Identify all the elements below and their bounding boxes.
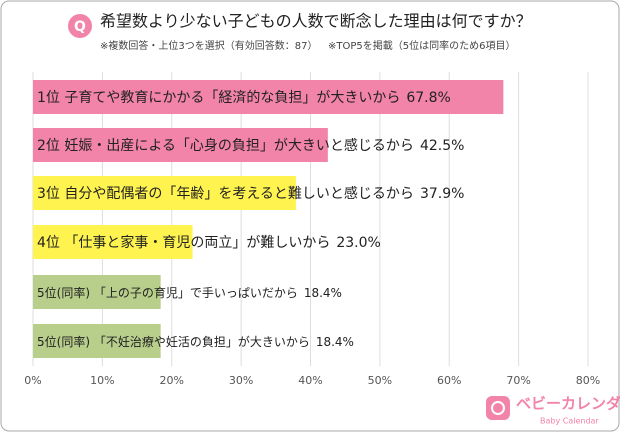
value-label: 67.8% [406, 90, 450, 106]
x-tick-label: 0% [24, 374, 41, 387]
bar [33, 128, 328, 162]
x-tick-label: 30% [229, 374, 253, 387]
value-label: 18.4% [316, 335, 354, 349]
x-tick-label: 60% [437, 374, 461, 387]
x-tick-label: 80% [576, 374, 600, 387]
q-mark: Q [74, 19, 86, 35]
value-label: 18.4% [304, 286, 342, 300]
x-tick-label: 70% [506, 374, 530, 387]
bar-label: 2位 妊娠・出産による「心身の負担」が大きいと感じるから 42.5% [37, 137, 464, 154]
bar [33, 176, 296, 210]
logo-icon-mark [491, 401, 505, 415]
bar-label: 5位(同率) 「不妊治療や妊活の負担」が大きいから 18.4% [37, 334, 354, 349]
bar-label: 5位(同率) 「上の子の育児」で手いっぱいだから 18.4% [37, 285, 342, 300]
logo-sub: Baby Calendar [540, 417, 599, 426]
x-tick-label: 20% [160, 374, 184, 387]
subtitle: ※複数回答・上位3つを選択（有効回答数：87） [100, 39, 317, 52]
x-tick-label: 10% [90, 374, 114, 387]
category-label: 4位 「仕事と家事・育児の両立」が難しいから [37, 234, 330, 251]
bar [33, 80, 504, 114]
category-label: 5位(同率) 「上の子の育児」で手いっぱいだから [37, 285, 298, 300]
category-label: 1位 子育てや教育にかかる「経済的な負担」が大きいから [37, 90, 400, 106]
value-label: 23.0% [336, 235, 380, 251]
value-label: 37.9% [420, 186, 464, 202]
bar-label: 3位 自分や配偶者の「年齢」を考えると難しいと感じるから 37.9% [37, 185, 464, 202]
logo-icon [486, 396, 510, 420]
q-icon [68, 14, 92, 38]
logo-name: ベビーカレンダー [516, 395, 620, 413]
bar-label: 4位 「仕事と家事・育児の両立」が難しいから 23.0% [37, 234, 381, 251]
x-tick-label: 40% [298, 374, 322, 387]
bar [33, 275, 161, 309]
category-label: 2位 妊娠・出産による「心身の負担」が大きいと感じるから [37, 137, 414, 154]
x-tick-label: 50% [368, 374, 392, 387]
category-label: 3位 自分や配偶者の「年齢」を考えると難しいと感じるから [37, 185, 414, 202]
bar [33, 324, 161, 358]
bar [33, 225, 193, 259]
subtitle: ※TOP5を掲載（5位は同率のため6項目） [328, 39, 515, 52]
bar-label: 1位 子育てや教育にかかる「経済的な負担」が大きいから 67.8% [37, 90, 451, 106]
chart-title: 希望数より少ない子どもの人数で断念した理由は何ですか？ [100, 12, 532, 31]
value-label: 42.5% [420, 138, 464, 154]
category-label: 5位(同率) 「不妊治療や妊活の負担」が大きいから [37, 334, 310, 349]
